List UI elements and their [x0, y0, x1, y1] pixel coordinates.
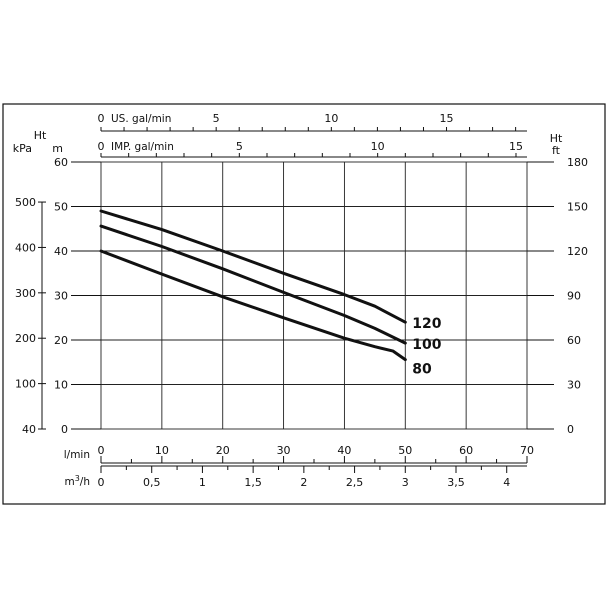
lmin-tick-label: 30	[277, 444, 291, 457]
imp-gal-tick-label: 15	[509, 140, 523, 153]
m3h-tick-label: 1	[199, 476, 206, 489]
ft-tick-label: 180	[567, 156, 588, 169]
m3h-tick-label: 2,5	[346, 476, 364, 489]
ft-tick-label: 150	[567, 201, 588, 214]
lmin-axis-label: l/min	[64, 449, 90, 461]
ft-tick-label: 30	[567, 379, 581, 392]
lmin-tick-label: 0	[98, 444, 105, 457]
m-tick-label: 40	[54, 245, 68, 258]
curve-120	[99, 209, 407, 324]
us-gal-tick-label: 15	[440, 112, 454, 125]
ht-right-label: Ht	[550, 132, 563, 145]
imp-gal-tick-label: 5	[236, 140, 243, 153]
kpa-axis-label: kPa	[13, 142, 32, 155]
m-axis-label: m	[52, 142, 63, 155]
lmin-tick-label: 20	[216, 444, 230, 457]
outer-frame	[2, 103, 606, 505]
imp-gal-tick-label: 10	[371, 140, 385, 153]
imp-gal-tick-label: 0	[98, 140, 105, 153]
kpa-tick-label: 300	[15, 287, 36, 300]
axes	[38, 127, 554, 473]
ft-tick-label: 60	[567, 334, 581, 347]
lmin-tick-label: 10	[155, 444, 169, 457]
ft-tick-label: 0	[567, 423, 574, 436]
m3h-tick-label: 1,5	[244, 476, 262, 489]
m3h-tick-label: 3,5	[447, 476, 465, 489]
kpa-tick-label: 400	[15, 241, 36, 254]
us-gal-axis-label: US. gal/min	[111, 113, 171, 125]
us-gal-tick-label: 5	[213, 112, 220, 125]
kpa-tick-label: 200	[15, 332, 36, 345]
m3h-axis-label: m3/h	[64, 474, 90, 488]
kpa-tick-label: 40	[22, 423, 36, 436]
m3h-tick-label: 3	[402, 476, 409, 489]
curve-100	[99, 224, 407, 345]
m3h-tick-label: 0	[98, 476, 105, 489]
curve-label-80: 80	[412, 362, 432, 378]
curves	[99, 209, 407, 362]
lmin-tick-label: 50	[398, 444, 412, 457]
kpa-tick-label: 100	[15, 378, 36, 391]
lmin-tick-label: 60	[459, 444, 473, 457]
ht-left-label: Ht	[34, 129, 47, 142]
us-gal-tick-label: 0	[98, 112, 105, 125]
ft-axis-label: ft	[552, 144, 561, 157]
lmin-tick-label: 70	[520, 444, 534, 457]
curve-80	[99, 249, 407, 362]
m3h-tick-label: 4	[503, 476, 510, 489]
ft-tick-label: 90	[567, 290, 581, 303]
m-tick-label: 20	[54, 334, 68, 347]
m3h-tick-label: 0,5	[143, 476, 161, 489]
imp-gal-axis-label: IMP. gal/min	[111, 141, 174, 153]
m-tick-label: 60	[54, 156, 68, 169]
curve-label-100: 100	[412, 337, 441, 353]
m-tick-label: 30	[54, 290, 68, 303]
m-tick-label: 0	[61, 423, 68, 436]
us-gal-tick-label: 10	[324, 112, 338, 125]
m-tick-label: 10	[54, 379, 68, 392]
lmin-tick-label: 40	[337, 444, 351, 457]
grid	[100, 161, 528, 430]
curve-label-120: 120	[412, 316, 441, 332]
kpa-tick-label: 500	[15, 196, 36, 209]
m-tick-label: 50	[54, 201, 68, 214]
ft-tick-label: 120	[567, 245, 588, 258]
m3h-tick-label: 2	[300, 476, 307, 489]
